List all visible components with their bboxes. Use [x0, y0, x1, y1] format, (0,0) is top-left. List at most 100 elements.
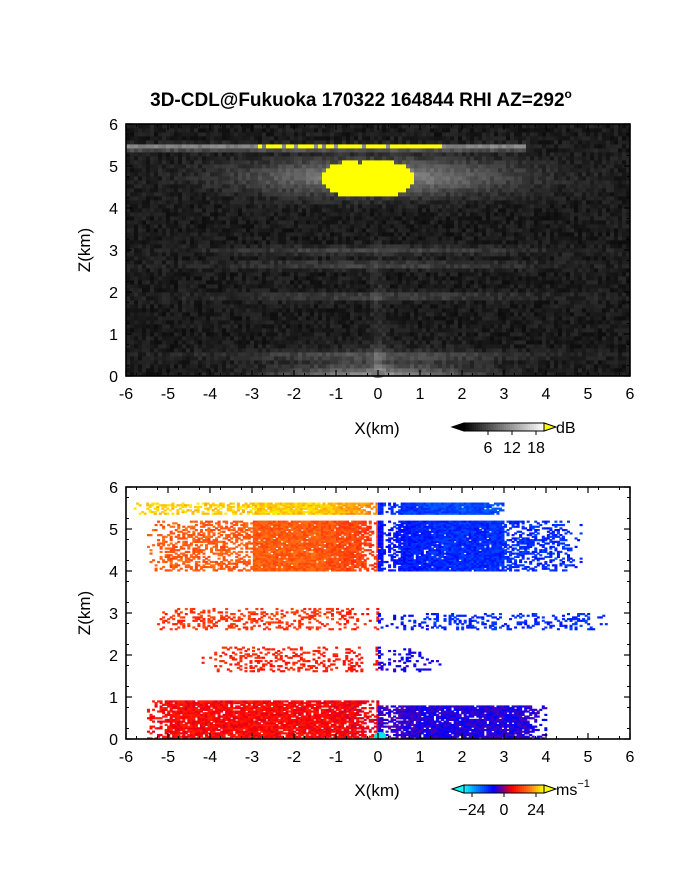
intensity-cell: [374, 244, 379, 249]
intensity-cell: [150, 364, 155, 369]
intensity-cell: [126, 136, 131, 141]
intensity-cell: [222, 320, 227, 325]
intensity-cell: [222, 284, 227, 289]
intensity-cell: [262, 236, 267, 241]
intensity-cell: [174, 280, 179, 285]
intensity-cell: [398, 136, 403, 141]
intensity-cell: [346, 208, 351, 213]
intensity-cell: [242, 344, 247, 349]
intensity-cell: [318, 368, 323, 373]
intensity-cell: [166, 256, 171, 261]
intensity-cell: [126, 180, 131, 185]
intensity-cell: [266, 260, 271, 265]
intensity-cell: [234, 176, 239, 181]
intensity-cell: [162, 288, 167, 293]
intensity-cell: [394, 324, 399, 329]
intensity-cell: [242, 348, 247, 353]
intensity-cell: [154, 340, 159, 345]
intensity-cell: [294, 152, 299, 157]
intensity-cell: [402, 196, 407, 201]
intensity-cell: [166, 236, 171, 241]
intensity-cell: [350, 244, 355, 249]
intensity-cell: [302, 340, 307, 345]
intensity-cell: [378, 236, 383, 241]
intensity-cell: [214, 240, 219, 245]
intensity-cell: [382, 352, 387, 357]
intensity-cell: [286, 140, 291, 145]
intensity-cell: [282, 360, 287, 365]
intensity-cell: [198, 204, 203, 209]
intensity-cell: [318, 284, 323, 289]
intensity-cell: [306, 248, 311, 253]
intensity-cell: [254, 136, 259, 141]
intensity-cell: [130, 324, 135, 329]
intensity-cell: [158, 360, 163, 365]
intensity-cell: [226, 228, 231, 233]
intensity-cell: [218, 220, 223, 225]
intensity-cell: [162, 332, 167, 337]
intensity-cell: [262, 340, 267, 345]
intensity-cell: [326, 156, 331, 161]
intensity-cell: [166, 128, 171, 133]
intensity-cell: [242, 184, 247, 189]
intensity-cell: [166, 168, 171, 173]
intensity-cell: [414, 236, 419, 241]
intensity-cell: [426, 160, 431, 165]
intensity-cell: [398, 172, 403, 177]
intensity-cell: [174, 220, 179, 225]
intensity-cell: [174, 332, 179, 337]
intensity-cell: [422, 348, 427, 353]
intensity-cell: [238, 184, 243, 189]
intensity-cell: [146, 128, 151, 133]
intensity-cell: [310, 284, 315, 289]
intensity-cell: [294, 300, 299, 305]
intensity-cell: [310, 252, 315, 257]
intensity-cell: [362, 128, 367, 133]
intensity-cell: [254, 348, 259, 353]
intensity-cell: [370, 124, 375, 129]
intensity-cell: [342, 288, 347, 293]
intensity-cell: [190, 284, 195, 289]
intensity-cell: [414, 288, 419, 293]
intensity-cell: [378, 144, 383, 149]
intensity-cell: [262, 296, 267, 301]
intensity-cell: [422, 292, 427, 297]
intensity-cell: [398, 148, 403, 153]
intensity-cell: [190, 180, 195, 185]
intensity-cell: [150, 196, 155, 201]
intensity-cell: [310, 188, 315, 193]
intensity-cell: [218, 196, 223, 201]
intensity-cell: [290, 124, 295, 129]
intensity-cell: [174, 252, 179, 257]
intensity-cell: [178, 176, 183, 181]
intensity-cell: [402, 344, 407, 349]
intensity-cell: [126, 280, 131, 285]
intensity-cell: [134, 256, 139, 261]
intensity-cell: [294, 364, 299, 369]
intensity-cell: [182, 160, 187, 165]
intensity-cell: [346, 288, 351, 293]
intensity-cell: [394, 240, 399, 245]
intensity-cell: [214, 316, 219, 321]
intensity-cell: [266, 156, 271, 161]
intensity-cell: [270, 368, 275, 373]
intensity-cell: [366, 128, 371, 133]
intensity-cell: [162, 224, 167, 229]
intensity-cell: [330, 292, 335, 297]
intensity-cell: [418, 252, 423, 257]
intensity-cell: [278, 304, 283, 309]
intensity-cell: [338, 208, 343, 213]
intensity-cell: [262, 312, 267, 317]
intensity-cell: [314, 124, 319, 129]
intensity-cell: [426, 300, 431, 305]
intensity-cell: [350, 172, 355, 177]
intensity-cell: [206, 296, 211, 301]
intensity-cell: [138, 332, 143, 337]
intensity-cell: [178, 204, 183, 209]
intensity-cell: [318, 124, 323, 129]
intensity-cell: [178, 368, 183, 373]
intensity-cell: [362, 184, 367, 189]
intensity-cell: [182, 156, 187, 161]
intensity-cell: [402, 308, 407, 313]
intensity-cell: [434, 236, 439, 241]
